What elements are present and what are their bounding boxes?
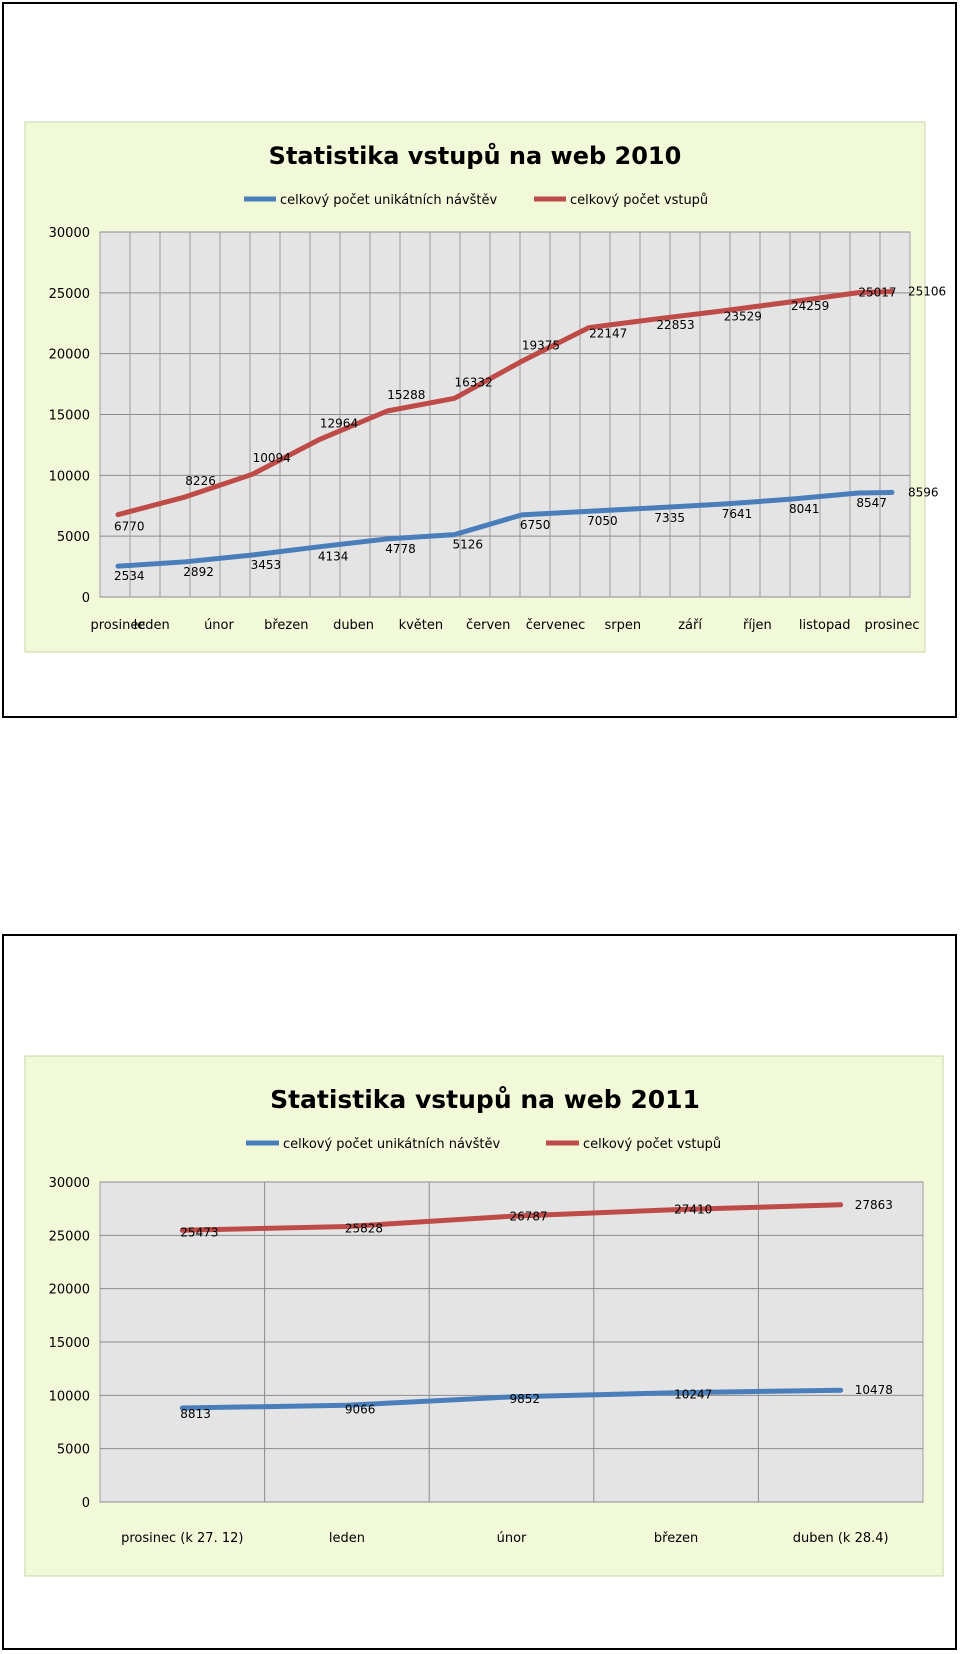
data-label: 8813 (180, 1407, 211, 1421)
x-tick-label: březen (264, 618, 308, 633)
chart-2011: Statistika vstupů na web 2011 celkový po… (24, 1055, 944, 1577)
data-label: 27410 (674, 1203, 712, 1217)
y-tick-label: 30000 (49, 1176, 90, 1191)
y-tick-label: 20000 (49, 1283, 90, 1298)
data-label: 22853 (656, 318, 694, 332)
data-label: 8226 (185, 474, 216, 488)
legend-label-unique-visits: celkový počet unikátních návštěv (280, 193, 497, 208)
data-label: 8041 (789, 502, 820, 516)
x-tick-label: prosinec (90, 618, 145, 633)
x-tick-label: duben (k 28.4) (793, 1531, 889, 1546)
data-label: 16332 (455, 375, 493, 389)
data-label: 7050 (587, 514, 618, 528)
data-label: 25106 (908, 285, 946, 299)
gridlines (100, 231, 910, 598)
data-label: 25828 (345, 1222, 383, 1236)
x-tick-label: květen (399, 618, 444, 633)
data-label: 6770 (114, 520, 145, 534)
chart-title: Statistika vstupů na web 2011 (270, 1085, 700, 1114)
data-label: 10478 (855, 1383, 893, 1397)
series-line-total-entries (115, 289, 895, 518)
series-line-unique-visits (115, 489, 895, 569)
data-label: 9852 (510, 1392, 541, 1406)
data-label: 8596 (908, 485, 939, 499)
data-label: 6750 (520, 518, 551, 532)
data-label: 10094 (253, 451, 291, 465)
x-tick-label: duben (333, 618, 374, 633)
data-label: 12964 (320, 416, 358, 430)
x-tick-label: říjen (743, 618, 772, 633)
x-tick-label: prosinec (k 27. 12) (121, 1531, 243, 1546)
data-label: 24259 (791, 299, 829, 313)
y-tick-label: 30000 (49, 226, 90, 241)
data-label: 22147 (589, 327, 627, 341)
x-tick-label: listopad (799, 618, 851, 633)
y-tick-label: 5000 (57, 1443, 90, 1458)
data-label: 27863 (855, 1198, 893, 1212)
y-axis-ticks: 0 5000 10000 15000 20000 25000 30000 (49, 1176, 90, 1511)
series-line-unique-visits (179, 1387, 844, 1411)
y-tick-label: 10000 (49, 1389, 90, 1404)
y-tick-label: 10000 (49, 469, 90, 484)
x-tick-label: únor (497, 1531, 527, 1546)
x-tick-label: srpen (604, 618, 641, 633)
x-tick-label: červen (466, 618, 510, 633)
y-tick-label: 25000 (49, 1229, 90, 1244)
data-label: 15288 (387, 388, 425, 402)
data-label: 7335 (654, 511, 685, 525)
x-tick-label: červenec (526, 618, 586, 633)
legend: celkový počet unikátních návštěv celkový… (244, 193, 708, 208)
y-tick-label: 0 (82, 591, 90, 606)
chart-title: Statistika vstupů na web 2010 (269, 142, 682, 170)
legend-label-total-entries: celkový počet vstupů (583, 1137, 721, 1152)
chart-frame-2011: Statistika vstupů na web 2011 celkový po… (2, 934, 957, 1650)
series-line-total-entries (179, 1202, 844, 1233)
data-label: 2892 (183, 565, 214, 579)
data-label: 26787 (510, 1209, 548, 1223)
data-label: 23529 (724, 310, 762, 324)
data-label: 25017 (858, 286, 896, 300)
x-tick-label: březen (654, 1531, 698, 1546)
y-tick-label: 25000 (49, 287, 90, 302)
legend-label-unique-visits: celkový počet unikátních návštěv (283, 1137, 500, 1152)
data-labels: 8813 9066 9852 10247 10478 25473 25828 26787 274… (180, 1198, 893, 1421)
x-tick-label: únor (204, 618, 234, 633)
legend-label-total-entries: celkový počet vstupů (570, 193, 708, 208)
data-label: 19375 (522, 338, 560, 352)
data-label: 2534 (114, 569, 145, 583)
data-label: 4134 (318, 550, 349, 564)
y-tick-label: 5000 (57, 530, 90, 545)
series-lines (115, 289, 895, 569)
gridlines (100, 1181, 923, 1503)
chart-2010: Statistika vstupů na web 2010 celkový po… (24, 121, 946, 653)
data-label: 5126 (453, 538, 484, 552)
chart-frame-2010: Statistika vstupů na web 2010 celkový po… (2, 2, 957, 718)
y-axis-ticks: 0 5000 10000 15000 20000 25000 30000 (49, 226, 90, 606)
data-label: 10247 (674, 1388, 712, 1402)
y-tick-label: 20000 (49, 348, 90, 363)
data-labels: 2534 2892 3453 4134 4778 5126 6750 7050 7335 7641… (114, 285, 946, 584)
legend: celkový počet unikátních návštěv celkový… (246, 1137, 721, 1152)
x-tick-label: září (678, 618, 702, 633)
x-axis-ticks: prosinec (k 27. 12) leden únor březen duben … (121, 1531, 889, 1546)
data-label: 7641 (722, 507, 753, 521)
y-tick-label: 15000 (49, 409, 90, 424)
data-label: 3453 (251, 558, 282, 572)
data-label: 4778 (385, 542, 416, 556)
data-label: 25473 (180, 1225, 218, 1239)
x-tick-label: leden (329, 1531, 365, 1546)
x-tick-label: leden (134, 618, 170, 633)
y-tick-label: 15000 (49, 1336, 90, 1351)
y-tick-label: 0 (82, 1496, 90, 1511)
data-label: 8547 (856, 496, 887, 510)
series-lines (179, 1202, 844, 1411)
x-tick-label: prosinec (864, 618, 919, 633)
data-label: 9066 (345, 1402, 376, 1416)
